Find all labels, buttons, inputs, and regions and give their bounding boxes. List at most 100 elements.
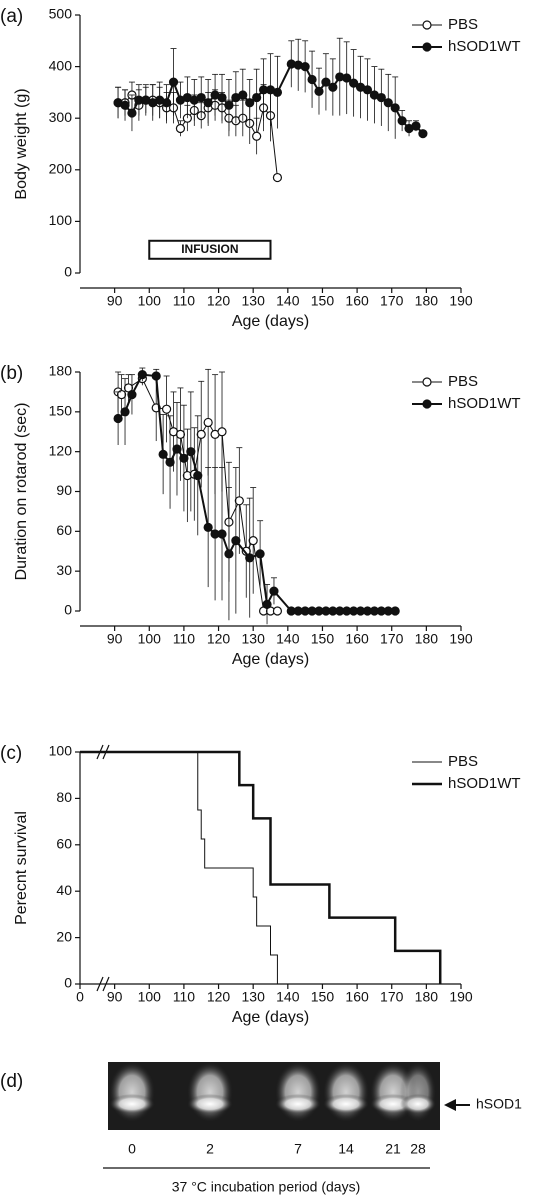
point	[307, 74, 317, 85]
lane-label: 2	[206, 1141, 214, 1157]
survival-curve	[80, 751, 278, 984]
legend-label: hSOD1WT	[448, 38, 521, 55]
y-tick-label: 400	[49, 57, 73, 73]
point	[175, 123, 186, 134]
point	[161, 404, 172, 414]
panel-label: (a)	[0, 6, 23, 27]
point	[342, 73, 352, 83]
series-line	[117, 373, 396, 612]
x-tick-label: 180	[415, 631, 439, 647]
x-tick-label: 170	[380, 989, 404, 1005]
y-tick-label: 100	[49, 212, 73, 228]
y-tick-label: 90	[56, 482, 72, 498]
y-tick-label: 20	[56, 928, 72, 944]
x-axis-label: Age (days)	[232, 313, 309, 330]
legend-marker	[422, 377, 432, 387]
point	[418, 129, 428, 139]
point	[314, 86, 324, 96]
lane-label: 0	[128, 1141, 136, 1157]
point	[390, 103, 400, 113]
point	[120, 407, 130, 417]
legend-marker	[422, 42, 432, 52]
legend-marker	[422, 399, 432, 409]
x-tick-label: 150	[311, 989, 335, 1005]
x-tick-label: 190	[449, 293, 473, 309]
y-tick-label: 180	[49, 363, 73, 379]
gel-xlabel: 37 °C incubation period (days)	[172, 1179, 360, 1195]
y-tick-label: 120	[49, 442, 73, 458]
point	[255, 549, 265, 559]
point	[321, 77, 331, 87]
x-tick-label: 140	[276, 293, 300, 309]
gel-band	[187, 1094, 233, 1114]
x-tick-label: 100	[138, 631, 162, 647]
x-tick-label: 140	[276, 631, 300, 647]
point	[234, 496, 244, 506]
point	[245, 553, 255, 563]
annotation-box	[148, 239, 272, 260]
x-tick-label: 100	[138, 293, 162, 309]
point	[151, 371, 161, 381]
point	[127, 108, 137, 118]
gel-band	[323, 1094, 369, 1114]
legend-label: hSOD1WT	[448, 775, 521, 792]
point	[300, 61, 310, 72]
legend-marker	[422, 20, 432, 30]
annotation: INFUSION	[181, 242, 238, 256]
x-tick-label: 130	[242, 293, 266, 309]
x-tick-label: 120	[207, 631, 231, 647]
band-label: hSOD1	[476, 1096, 522, 1112]
point	[269, 586, 279, 596]
legend-label: hSOD1WT	[448, 395, 521, 412]
point	[161, 98, 172, 108]
x-tick-label: 120	[207, 293, 231, 309]
point	[203, 98, 213, 108]
y-tick-label: 0	[64, 602, 72, 618]
x-tick-label: 150	[311, 293, 335, 309]
x-tick-label: 90	[107, 989, 123, 1005]
lane-label: 14	[338, 1141, 354, 1157]
y-tick-label: 200	[49, 161, 73, 177]
x-axis-label: Age (days)	[232, 1009, 309, 1026]
point	[196, 429, 206, 440]
lane-label: 7	[294, 1141, 302, 1157]
x-tick-label: 90	[107, 293, 123, 309]
x-tick-label: 160	[345, 631, 369, 647]
panel-label: (b)	[0, 363, 23, 384]
y-tick-label: 500	[49, 6, 73, 22]
point	[217, 529, 227, 539]
y-axis-label: Perecnt survival	[13, 811, 30, 925]
point	[217, 427, 227, 437]
x-tick-label: 190	[449, 989, 473, 1005]
point	[203, 522, 213, 532]
legend-label: PBS	[448, 373, 478, 390]
x-tick-label: 90	[107, 631, 123, 647]
x-tick-label: 170	[380, 293, 404, 309]
y-axis-label: Body weight (g)	[13, 88, 30, 199]
x-tick-label: 120	[207, 989, 231, 1005]
point	[376, 92, 386, 103]
y-tick-label: 40	[56, 882, 72, 898]
point	[245, 98, 255, 108]
point	[362, 85, 373, 95]
point	[179, 453, 189, 463]
gel-band	[400, 1094, 436, 1114]
x-tick-label: 160	[345, 989, 369, 1005]
point	[383, 98, 393, 108]
x-tick-label: 180	[415, 293, 439, 309]
x-tick-label: 160	[345, 293, 369, 309]
legend-label: PBS	[448, 16, 478, 33]
y-tick-label: 150	[49, 403, 73, 419]
y-tick-label: 100	[49, 743, 73, 759]
point	[224, 100, 234, 110]
point	[252, 131, 262, 141]
y-axis-label: Duration on rotarod (sec)	[13, 403, 30, 581]
y-tick-label: 0	[64, 264, 72, 280]
point	[248, 536, 258, 546]
point	[175, 429, 186, 440]
point	[262, 599, 272, 609]
point	[238, 90, 248, 100]
point	[168, 77, 179, 87]
y-tick-label: 0	[64, 975, 72, 991]
